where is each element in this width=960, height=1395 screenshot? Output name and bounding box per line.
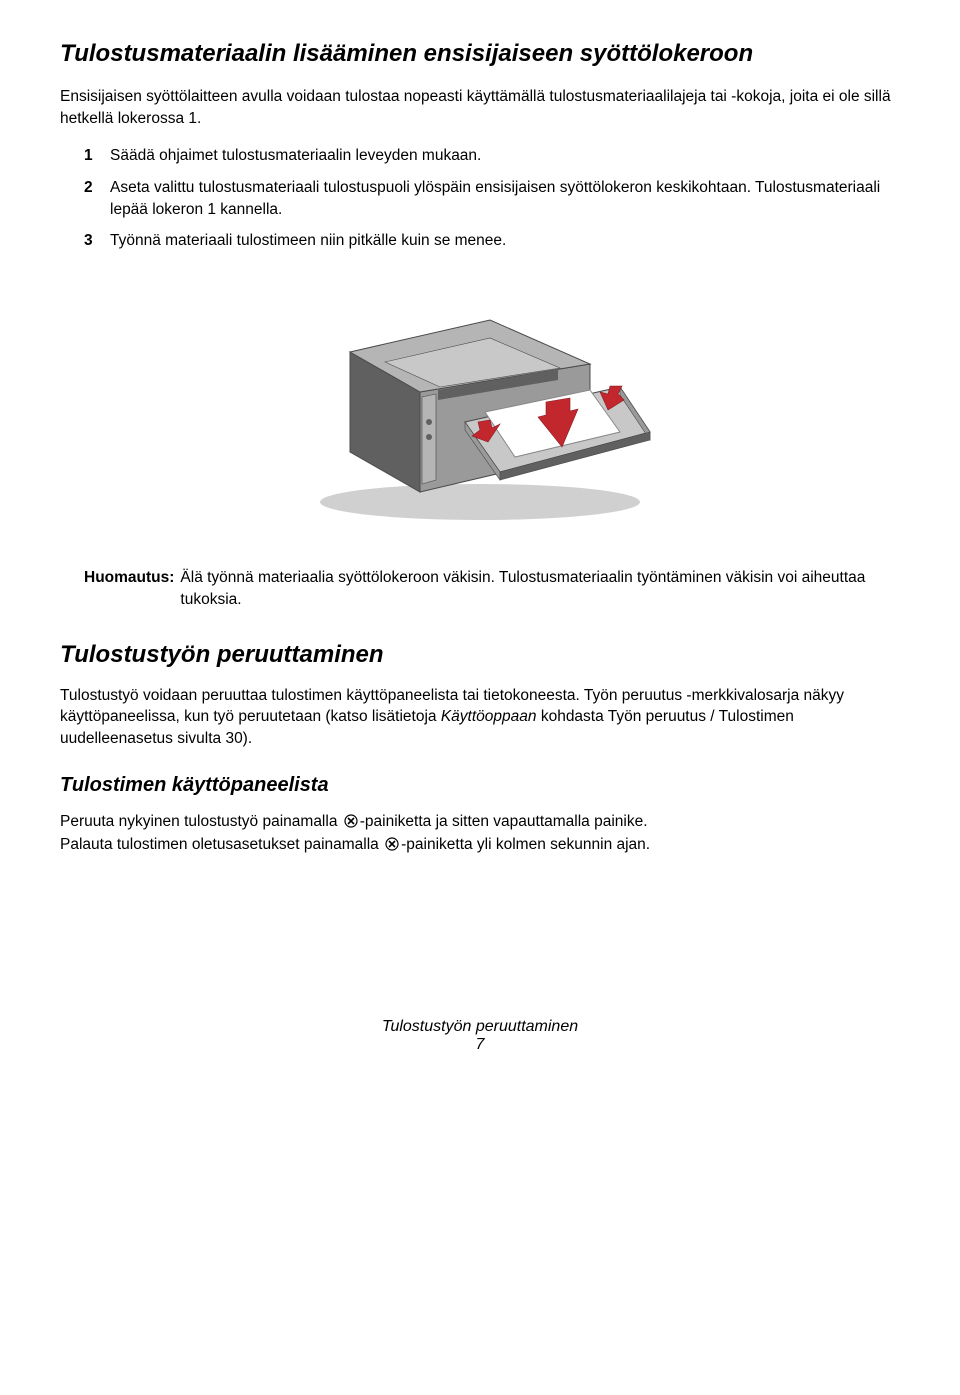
panel-p1-b: -painiketta ja sitten vapauttamalla pain…: [360, 813, 648, 830]
cancel-intro: Tulostustyö voidaan peruuttaa tulostimen…: [60, 685, 900, 750]
steps-list: 1 Säädä ohjaimet tulostusmateriaalin lev…: [84, 145, 900, 252]
note-body: Älä työnnä materiaalia syöttölokeroon vä…: [180, 567, 900, 610]
panel-subheading: Tulostimen käyttöpaneelista: [60, 774, 900, 797]
step-body: Työnnä materiaali tulostimeen niin pitkä…: [110, 230, 900, 252]
step-num: 2: [84, 177, 110, 220]
step-1: 1 Säädä ohjaimet tulostusmateriaalin lev…: [84, 145, 900, 167]
intro-paragraph: Ensisijaisen syöttölaitteen avulla voida…: [60, 86, 900, 129]
panel-p2-a: Palauta tulostimen oletusasetukset paina…: [60, 836, 383, 853]
footer-title: Tulostustyön peruuttaminen: [60, 1018, 900, 1036]
cancel-icon: [385, 836, 399, 858]
note-label: Huomautus:: [84, 567, 174, 610]
step-body: Säädä ohjaimet tulostusmateriaalin levey…: [110, 145, 900, 167]
panel-paragraph-1: Peruuta nykyinen tulostustyö painamalla …: [60, 811, 900, 858]
footer-page-number: 7: [60, 1036, 900, 1054]
panel-p1-a: Peruuta nykyinen tulostustyö painamalla: [60, 813, 342, 830]
section-heading: Tulostusmateriaalin lisääminen ensisijai…: [60, 40, 900, 68]
step-3: 3 Työnnä materiaali tulostimeen niin pit…: [84, 230, 900, 252]
printer-figure: [60, 272, 900, 537]
step-num: 1: [84, 145, 110, 167]
printer-icon: [290, 272, 670, 532]
page-footer: Tulostustyön peruuttaminen 7: [60, 1018, 900, 1054]
cancel-intro-italic: Käyttöoppaan: [441, 708, 537, 725]
cancel-heading: Tulostustyön peruuttaminen: [60, 641, 900, 669]
step-2: 2 Aseta valittu tulostusmateriaali tulos…: [84, 177, 900, 220]
panel-p2-b: -painiketta yli kolmen sekunnin ajan.: [401, 836, 650, 853]
cancel-icon: [344, 813, 358, 835]
step-num: 3: [84, 230, 110, 252]
note-block: Huomautus: Älä työnnä materiaalia syöttö…: [84, 567, 900, 610]
step-body: Aseta valittu tulostusmateriaali tulostu…: [110, 177, 900, 220]
